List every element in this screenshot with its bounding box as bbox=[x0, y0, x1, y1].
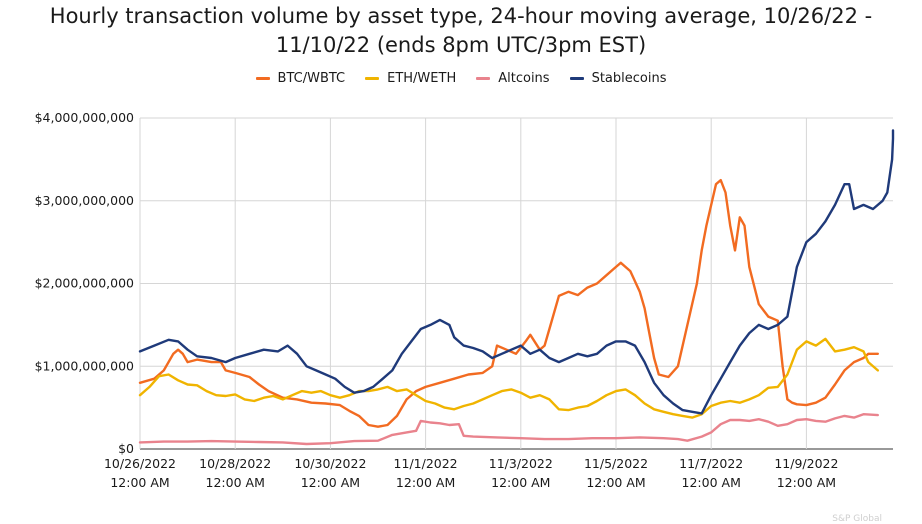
watermark: S&P Global bbox=[832, 514, 882, 524]
y-tick-label: $1,000,000,000 bbox=[35, 358, 134, 373]
y-tick-label: $3,000,000,000 bbox=[35, 193, 134, 208]
series-line-btc-wbtc bbox=[138, 178, 879, 428]
x-tick-label-time: 12:00 AM bbox=[301, 475, 360, 490]
chart-title-line2: 11/10/22 (ends 8pm UTC/3pm EST) bbox=[275, 33, 647, 57]
y-axis-ticks: $0 $1,000,000,000 $2,000,000,000 $3,000,000… bbox=[35, 110, 134, 456]
x-tick-label-time: 12:00 AM bbox=[206, 475, 265, 490]
x-tick-label: 10/30/2022 bbox=[294, 456, 366, 471]
y-tick-label: $0 bbox=[118, 441, 134, 456]
legend-label-btc: BTC/WBTC bbox=[277, 71, 346, 86]
y-tick-label: $2,000,000,000 bbox=[35, 276, 134, 291]
x-tick-label: 10/26/2022 bbox=[104, 456, 176, 471]
x-tick-label-time: 12:00 AM bbox=[777, 475, 836, 490]
chart-title: Hourly transaction volume by asset type,… bbox=[0, 2, 922, 60]
legend-item-stablecoins[interactable]: Stablecoins bbox=[569, 71, 667, 86]
legend-item-btc[interactable]: BTC/WBTC bbox=[255, 71, 346, 86]
x-tick-label-time: 12:00 AM bbox=[491, 475, 550, 490]
x-tick-label-time: 12:00 AM bbox=[110, 475, 169, 490]
legend-swatch-btc bbox=[255, 77, 270, 80]
series-line-altcoins bbox=[138, 413, 879, 446]
x-tick-label-time: 12:00 AM bbox=[682, 475, 741, 490]
legend-label-eth: ETH/WETH bbox=[387, 71, 457, 86]
series-line-eth-weth bbox=[138, 337, 879, 419]
x-tick-label: 11/9/2022 bbox=[774, 456, 838, 471]
x-tick-label-time: 12:00 AM bbox=[396, 475, 455, 490]
x-tick-label: 10/28/2022 bbox=[199, 456, 271, 471]
x-tick-label: 11/1/2022 bbox=[394, 456, 458, 471]
legend-item-eth[interactable]: ETH/WETH bbox=[365, 71, 456, 86]
x-tick-label-time: 12:00 AM bbox=[586, 475, 645, 490]
legend-swatch-altcoins bbox=[476, 77, 491, 80]
series-line-stablecoins bbox=[138, 129, 895, 415]
chart-series bbox=[138, 129, 895, 446]
x-axis-ticks: 10/26/2022 12:00 AM 10/28/2022 12:00 AM 10/3… bbox=[104, 456, 838, 490]
legend-label-altcoins: Altcoins bbox=[498, 71, 550, 86]
legend-swatch-stablecoins bbox=[569, 77, 584, 80]
chart-legend: BTC/WBTC ETH/WETH Altcoins Stablecoins bbox=[0, 71, 922, 86]
legend-swatch-eth bbox=[365, 77, 380, 80]
x-tick-label: 11/3/2022 bbox=[489, 456, 553, 471]
y-tick-label: $4,000,000,000 bbox=[35, 110, 134, 125]
legend-item-altcoins[interactable]: Altcoins bbox=[476, 71, 550, 86]
chart-title-line1: Hourly transaction volume by asset type,… bbox=[49, 4, 873, 28]
legend-label-stablecoins: Stablecoins bbox=[591, 71, 667, 86]
x-tick-label: 11/5/2022 bbox=[584, 456, 648, 471]
chart-grid bbox=[139, 117, 893, 450]
x-tick-label: 11/7/2022 bbox=[679, 456, 743, 471]
